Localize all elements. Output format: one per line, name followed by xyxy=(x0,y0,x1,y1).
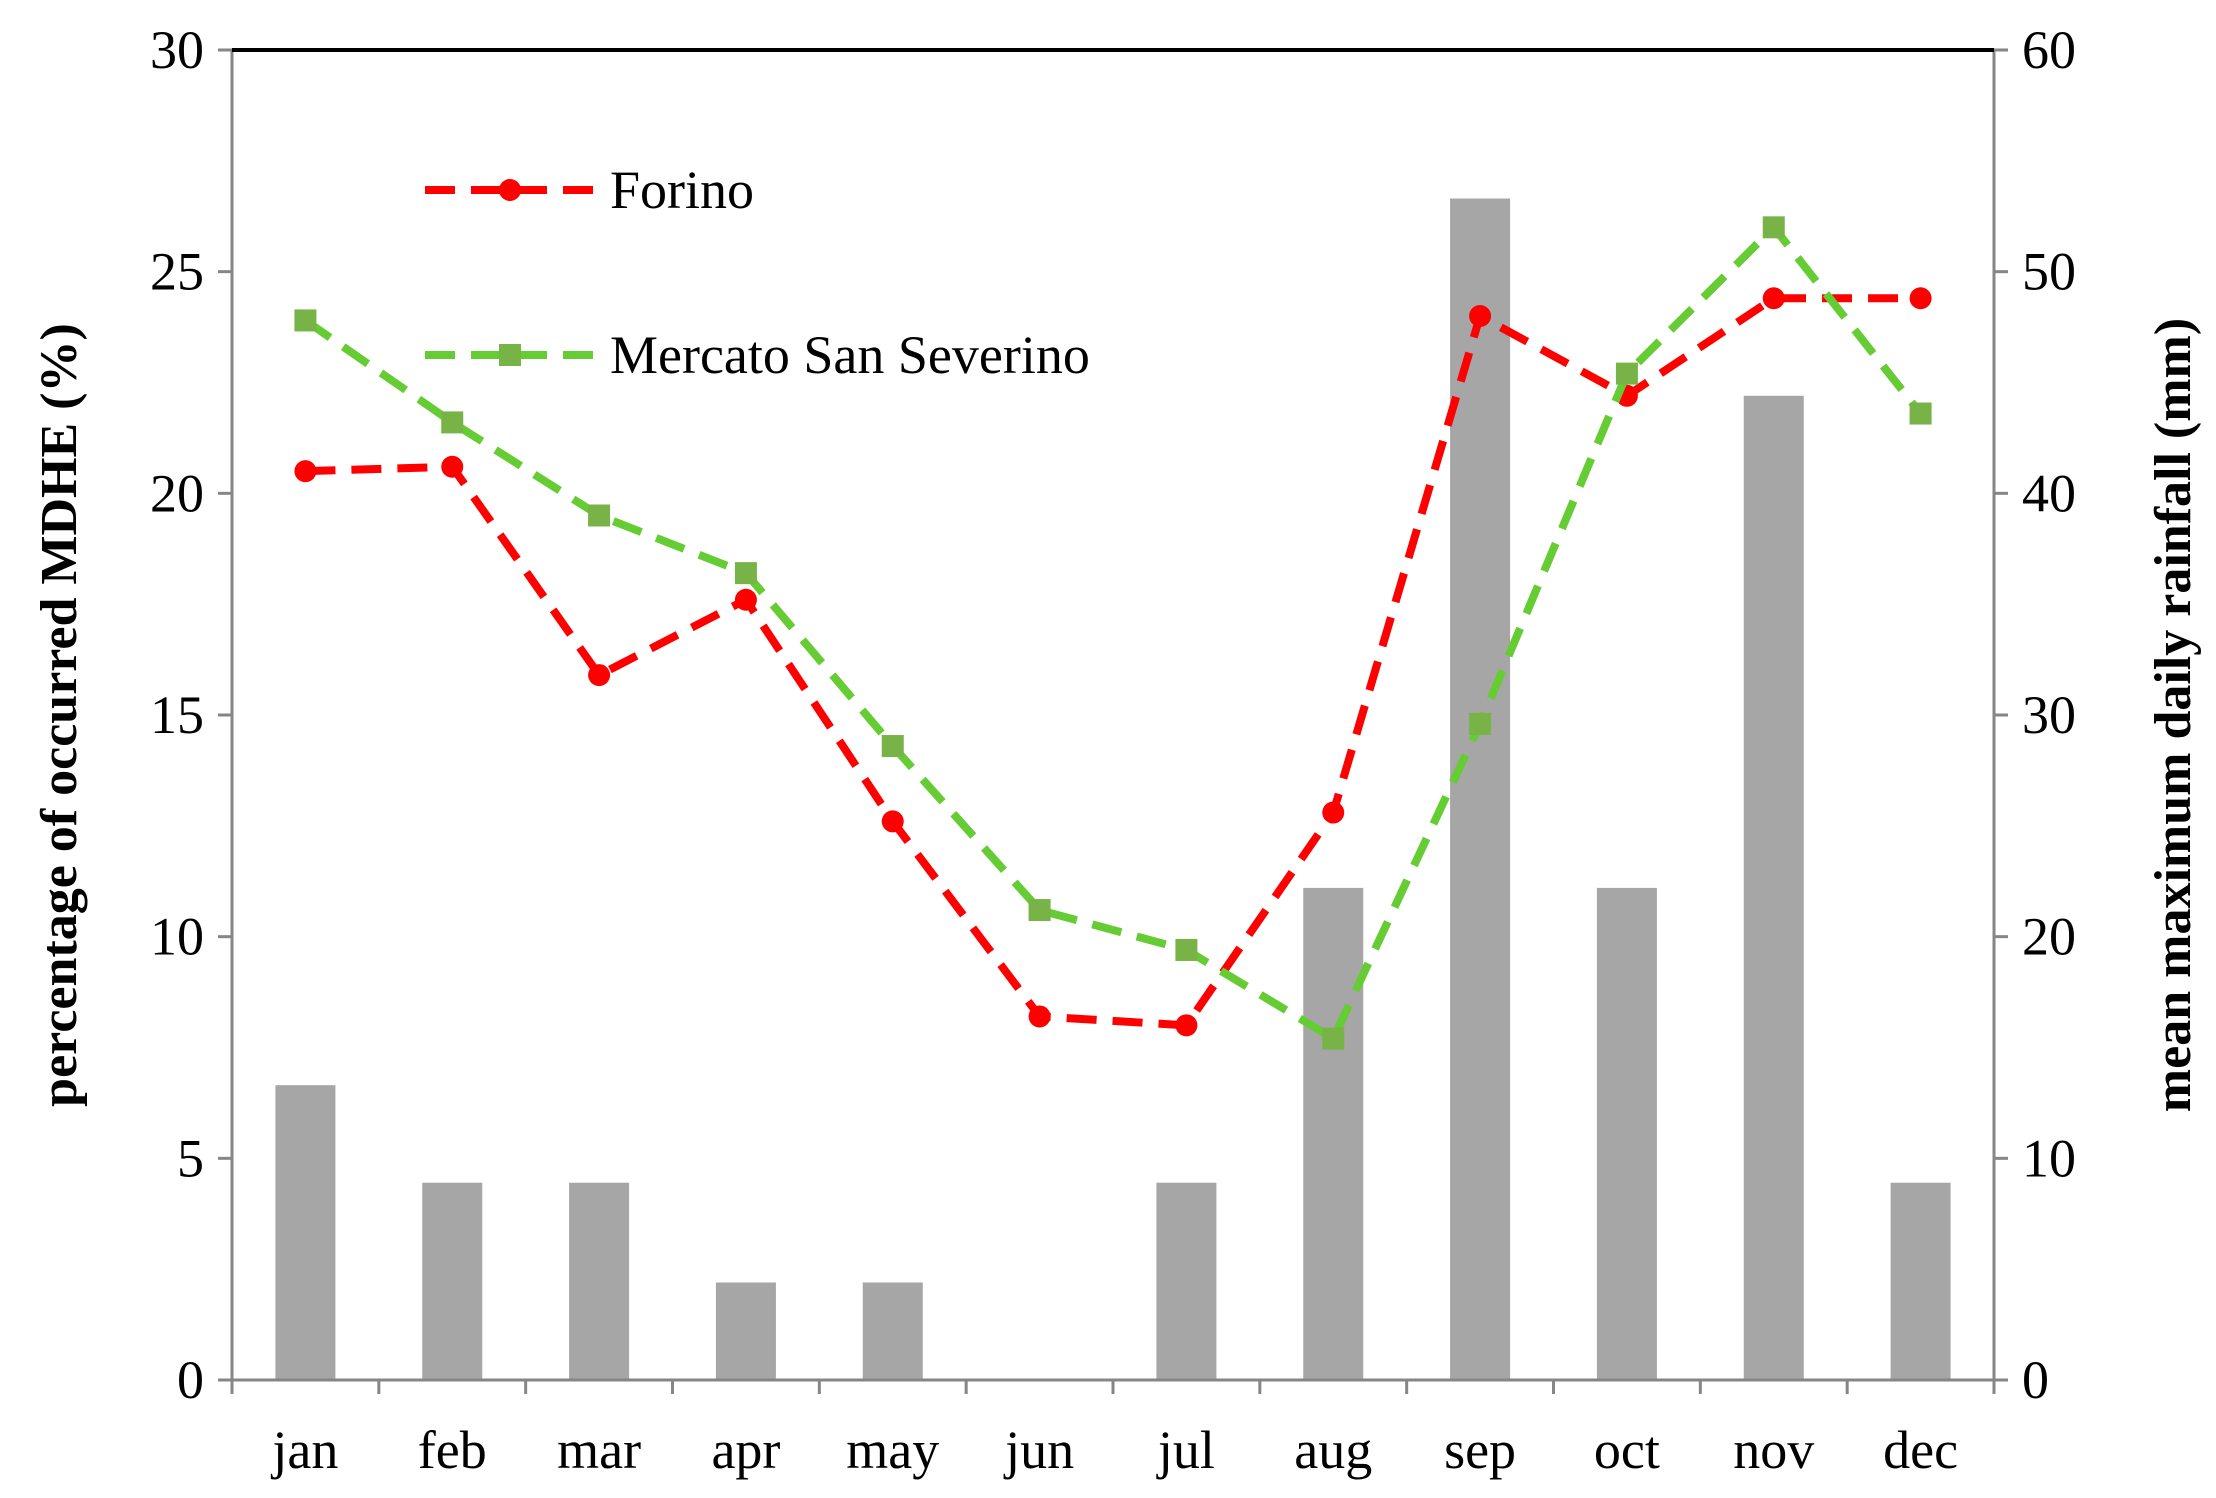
point-forino-sep xyxy=(1469,305,1492,327)
rainfall-bar-oct xyxy=(1596,887,1657,1380)
point-forino-dec xyxy=(1909,287,1932,310)
point-forino-feb xyxy=(441,455,464,478)
point-mercato-san-severino-mar xyxy=(588,504,611,527)
right-tick-label-40: 40 xyxy=(2022,463,2076,523)
right-tick-label-50: 50 xyxy=(2022,242,2076,302)
point-mercato-san-severino-apr xyxy=(734,562,757,585)
x-tick-label-mar: mar xyxy=(557,1420,641,1480)
point-mercato-san-severino-dec xyxy=(1909,402,1932,425)
point-forino-jun xyxy=(1028,1005,1051,1028)
legend-label-forino: Forino xyxy=(610,160,754,220)
rainfall-bar-sep xyxy=(1450,198,1511,1381)
series-line-mercato-san-severino xyxy=(303,223,1924,1043)
point-forino-may xyxy=(881,810,904,833)
right-axis-title: mean maximum daily rainfall (mm) xyxy=(2145,318,2202,1112)
rainfall-bar-nov xyxy=(1743,395,1804,1380)
rainfall-bars xyxy=(275,198,1951,1381)
rainfall-bar-jul xyxy=(1156,1182,1217,1380)
axes xyxy=(218,48,2008,1394)
left-tick-label-15: 15 xyxy=(150,685,204,745)
right-tick-label-30: 30 xyxy=(2022,685,2076,745)
rainfall-bar-mar xyxy=(569,1182,630,1380)
point-forino-nov xyxy=(1762,287,1785,310)
x-tick-label-apr: apr xyxy=(711,1420,780,1480)
rainfall-bar-may xyxy=(862,1282,923,1380)
x-tick-label-feb: feb xyxy=(418,1420,487,1480)
right-tick-label-10: 10 xyxy=(2022,1128,2076,1188)
x-tick-label-jun: jun xyxy=(1003,1420,1074,1480)
legend-marker-forino xyxy=(499,179,521,201)
series-line-forino xyxy=(305,294,1921,1030)
rainfall-bar-dec xyxy=(1890,1182,1951,1380)
x-tick-label-jul: jul xyxy=(1156,1420,1215,1480)
point-forino-aug xyxy=(1322,801,1345,824)
legend-label-mercato-san-severino: Mercato San Severino xyxy=(610,325,1090,385)
legend: Forino Mercato San Severino xyxy=(425,160,1090,385)
point-mercato-san-severino-nov xyxy=(1762,216,1785,239)
point-forino-jul xyxy=(1175,1014,1198,1037)
axis-text: 0 5 10 15 20 25 30 0 10 20 30 40 50 60 jan feb mar apr may… xyxy=(31,20,2202,1480)
point-forino-apr xyxy=(734,588,757,611)
x-tick-label-nov: nov xyxy=(1733,1420,1814,1480)
x-tick-label-oct: oct xyxy=(1594,1420,1660,1480)
rainfall-bar-feb xyxy=(422,1182,483,1380)
left-tick-label-10: 10 xyxy=(150,907,204,967)
rainfall-bar-aug xyxy=(1303,887,1364,1380)
left-tick-label-20: 20 xyxy=(150,463,204,523)
x-tick-label-jan: jan xyxy=(270,1420,338,1480)
x-tick-label-dec: dec xyxy=(1883,1420,1958,1480)
series-lines xyxy=(294,216,1932,1050)
x-tick-label-aug: aug xyxy=(1294,1420,1372,1480)
left-tick-label-5: 5 xyxy=(177,1128,204,1188)
point-mercato-san-severino-jul xyxy=(1175,938,1198,961)
point-forino-mar xyxy=(588,664,611,687)
point-forino-jan xyxy=(294,460,317,483)
right-tick-label-20: 20 xyxy=(2022,907,2076,967)
point-mercato-san-severino-feb xyxy=(441,411,464,434)
point-mercato-san-severino-jan xyxy=(294,309,317,332)
left-tick-label-0: 0 xyxy=(177,1350,204,1410)
point-mercato-san-severino-sep xyxy=(1469,712,1492,735)
left-tick-label-30: 30 xyxy=(150,20,204,80)
left-tick-label-25: 25 xyxy=(150,242,204,302)
x-tick-label-sep: sep xyxy=(1444,1420,1516,1480)
point-mercato-san-severino-may xyxy=(881,735,904,758)
point-mercato-san-severino-oct xyxy=(1615,362,1638,385)
point-mercato-san-severino-jun xyxy=(1028,899,1051,922)
left-axis-title: percentage of occurred MDHE (%) xyxy=(31,323,88,1107)
x-tick-label-may: may xyxy=(846,1420,939,1480)
right-tick-label-0: 0 xyxy=(2022,1350,2049,1410)
point-mercato-san-severino-aug xyxy=(1322,1027,1345,1050)
legend-marker-mercato-san-severino xyxy=(499,344,521,366)
rainfall-bar-jan xyxy=(275,1085,336,1380)
right-tick-label-60: 60 xyxy=(2022,20,2076,80)
rainfall-bar-apr xyxy=(715,1282,776,1380)
